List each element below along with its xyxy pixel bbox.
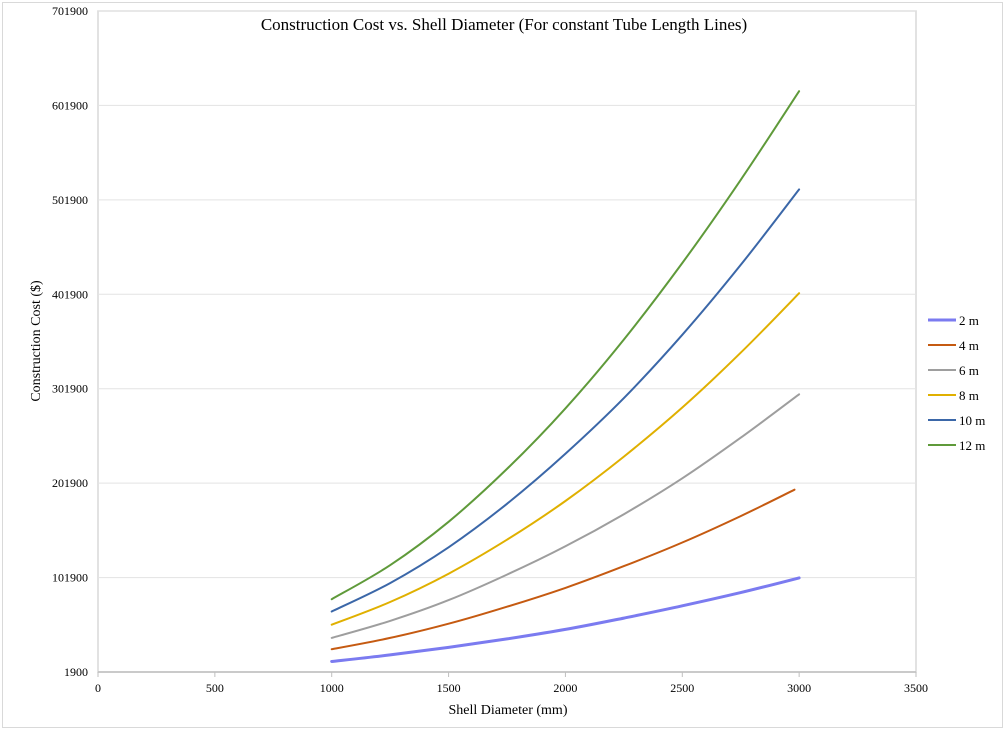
legend-label: 10 m: [959, 413, 985, 428]
legend: 2 m 4 m 6 m 8 m 10 m 12 m: [928, 313, 985, 453]
series-line-12m: [330, 90, 801, 601]
x-tick-label: 2000: [553, 681, 577, 695]
y-tick-label: 501900: [52, 193, 88, 207]
x-tick-label: 3000: [787, 681, 811, 695]
legend-label: 4 m: [959, 338, 979, 353]
y-tick-label: 701900: [52, 4, 88, 18]
y-tick-label: 1900: [64, 665, 88, 679]
series-line-8m: [330, 292, 801, 626]
series-line-6m: [330, 393, 801, 639]
y-axis-title: Construction Cost ($): [29, 280, 44, 402]
y-tick-label: 301900: [52, 382, 88, 396]
y-tick-label: 601900: [52, 98, 88, 112]
plot-area-border: [97, 10, 917, 673]
legend-label: 12 m: [959, 438, 985, 453]
y-tick-label: 101900: [52, 571, 88, 585]
x-tick-label: 1500: [437, 681, 461, 695]
y-tick-label: 201900: [52, 476, 88, 490]
legend-label: 6 m: [959, 363, 979, 378]
axes: 1900 101900 201900 301900 401900 501900 601900…: [52, 4, 928, 695]
legend-label: 2 m: [959, 313, 979, 328]
x-tick-label: 3500: [904, 681, 928, 695]
series-line-2m: [330, 576, 801, 663]
x-tick-label: 500: [206, 681, 224, 695]
series-line-4m: [330, 488, 796, 651]
series-line-10m: [330, 188, 801, 613]
y-tick-label: 401900: [52, 287, 88, 301]
x-axis-title: Shell Diameter (mm): [449, 703, 568, 718]
line-chart: 1900 101900 201900 301900 401900 501900 601900…: [29, 4, 985, 718]
x-tick-label: 0: [95, 681, 101, 695]
chart-title: Construction Cost vs. Shell Diameter (Fo…: [261, 15, 747, 34]
series-lines: [330, 90, 801, 663]
x-tick-label: 2500: [670, 681, 694, 695]
gridlines: [97, 10, 917, 673]
legend-label: 8 m: [959, 388, 979, 403]
x-tick-label: 1000: [320, 681, 344, 695]
